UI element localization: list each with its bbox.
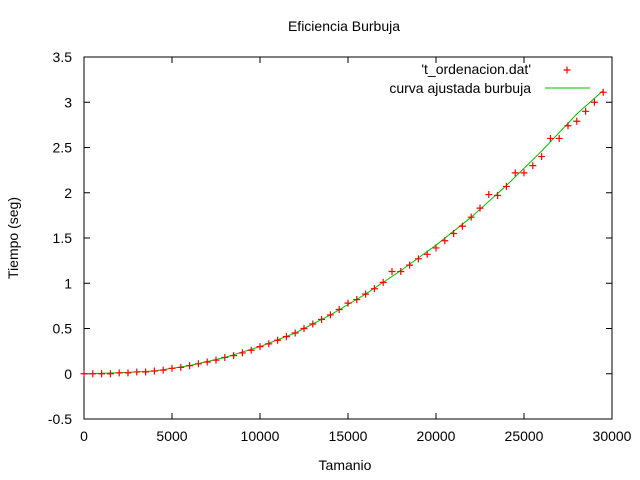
data-point (230, 352, 238, 360)
data-point (590, 98, 598, 106)
chart-marks (80, 88, 607, 378)
data-point (291, 329, 299, 337)
legend-key-plus (563, 66, 571, 74)
data-point (511, 169, 519, 177)
plot-area (83, 56, 613, 420)
data-point (441, 237, 449, 245)
data-point (458, 222, 466, 230)
data-point (397, 267, 405, 275)
data-point (388, 267, 396, 275)
legend-keys (545, 66, 590, 89)
data-point (370, 285, 378, 293)
legend-label-fit: curva ajustada burbuja (389, 80, 531, 96)
data-point (599, 88, 607, 96)
data-point (326, 311, 334, 319)
x-tick-label: 10000 (241, 428, 280, 444)
y-tick-label: 1.5 (53, 230, 73, 246)
data-point (274, 336, 282, 344)
y-tick-label: 0.5 (53, 321, 73, 337)
data-point (406, 261, 414, 269)
data-point (318, 315, 326, 323)
y-tick-label: 0 (64, 366, 72, 382)
data-point (186, 362, 194, 370)
y-tick-label: 3 (64, 94, 72, 110)
data-point (379, 278, 387, 286)
data-point (414, 255, 422, 263)
data-point (423, 250, 431, 258)
data-point (362, 290, 370, 298)
data-point (89, 370, 97, 378)
data-point (573, 117, 581, 125)
data-point (494, 191, 502, 199)
data-point (150, 367, 158, 375)
data-point (256, 343, 264, 351)
data-point (115, 369, 123, 377)
data-point (168, 364, 176, 372)
data-point (335, 305, 343, 313)
data-point (555, 134, 563, 142)
y-axis-label: Tiempo (seg) (5, 197, 21, 279)
data-point (247, 346, 255, 354)
data-point (194, 360, 202, 368)
x-tick-label: 5000 (156, 428, 187, 444)
y-tick-label: 2.5 (53, 140, 73, 156)
data-point (485, 191, 493, 199)
data-point (529, 162, 537, 170)
data-point (142, 368, 150, 376)
data-point (212, 356, 220, 364)
data-point (432, 244, 440, 252)
data-point (221, 353, 229, 361)
data-point (80, 370, 88, 378)
data-point (159, 366, 167, 374)
data-point (467, 213, 475, 221)
x-axis-label: Tamanio (319, 457, 372, 473)
data-point (502, 182, 510, 190)
x-tick-label: 0 (80, 428, 88, 444)
data-point (106, 370, 114, 378)
data-point (124, 369, 132, 377)
data-point (203, 358, 211, 366)
axes: 0 5000 10000 15000 20000 25000 30000 -0.5 0 0.5 1 1… (48, 49, 632, 444)
data-point (520, 169, 528, 177)
data-point (538, 153, 546, 161)
data-point (300, 325, 308, 332)
data-point (476, 204, 484, 212)
data-point (309, 320, 317, 328)
legend: 't_ordenacion.dat' curva ajustada burbuj… (389, 61, 590, 96)
x-tick-label: 20000 (417, 428, 456, 444)
data-point (582, 107, 590, 115)
data-point (265, 340, 273, 348)
fit-curve-line (83, 90, 604, 375)
y-tick-label: -0.5 (48, 411, 72, 427)
data-point (238, 349, 246, 357)
y-tick-label: 2 (64, 185, 72, 201)
data-point (133, 368, 141, 376)
data-point (353, 296, 361, 304)
data-point (546, 134, 554, 142)
x-tick-label: 30000 (593, 428, 632, 444)
y-tick-label: 3.5 (53, 49, 73, 65)
y-tick-label: 1 (64, 275, 72, 291)
chart-title: Eficiencia Burbuja (288, 18, 400, 34)
data-point (344, 299, 352, 307)
data-point (177, 363, 185, 371)
x-tick-label: 25000 (505, 428, 544, 444)
data-point (98, 370, 106, 378)
data-point (450, 229, 458, 237)
data-point (564, 122, 572, 130)
data-point (282, 333, 290, 341)
x-tick-label: 15000 (329, 428, 368, 444)
legend-label-data: 't_ordenacion.dat' (421, 61, 531, 77)
